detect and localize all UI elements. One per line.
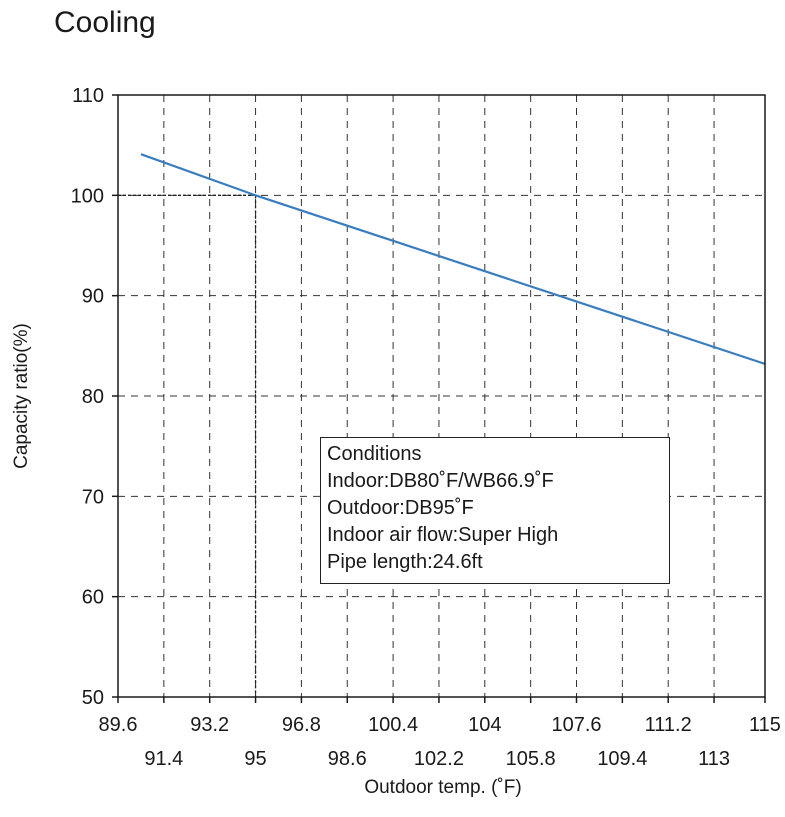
conditions-indoor: Indoor:DB80˚F/WB66.9˚F <box>327 470 554 492</box>
axis-ticks: 50 60 70 80 90 100 110 89.6 93.2 96.8 100.4 104 107.… <box>71 85 781 770</box>
x-axis-label: Outdoor temp. (˚F) <box>364 777 522 798</box>
x-tick-label: 102.2 <box>414 748 464 770</box>
conditions-airflow: Indoor air flow:Super High <box>327 524 559 546</box>
x-tick-label: 107.6 <box>551 714 601 736</box>
x-tick-label: 96.8 <box>282 714 321 736</box>
conditions-pipe-length: Pipe length:24.6ft <box>327 551 483 573</box>
x-tick-label: 113 <box>698 748 730 770</box>
x-tick-label: 93.2 <box>190 714 229 736</box>
reference-lines <box>118 194 257 697</box>
conditions-heading: Conditions <box>327 443 422 465</box>
x-tick-label: 111.2 <box>645 714 692 736</box>
y-tick-label: 60 <box>82 587 104 609</box>
x-tick-label: 104 <box>468 714 501 736</box>
chart-title: Cooling <box>54 6 156 39</box>
capacity-ratio-line <box>140 153 766 365</box>
data-series <box>140 153 766 365</box>
x-tick-label: 91.4 <box>144 748 183 770</box>
y-axis-label: Capacity ratio(%) <box>11 323 32 469</box>
x-tick-label: 95 <box>244 748 266 770</box>
y-tick-label: 90 <box>82 286 104 308</box>
x-tick-label: 98.6 <box>328 748 367 770</box>
y-tick-label: 70 <box>82 486 104 508</box>
conditions-outdoor: Outdoor:DB95˚F <box>327 497 474 519</box>
conditions-box: Conditions Indoor:DB80˚F/WB66.9˚F Outdoo… <box>320 437 670 584</box>
y-tick-label: 80 <box>82 386 104 408</box>
x-tick-label: 89.6 <box>99 714 138 736</box>
x-tick-label: 115 <box>749 714 781 736</box>
y-tick-label: 110 <box>72 85 104 107</box>
x-tick-label: 105.8 <box>506 748 556 770</box>
y-tick-label: 100 <box>71 185 104 207</box>
x-tick-label: 100.4 <box>368 714 418 736</box>
y-tick-label: 50 <box>82 687 104 709</box>
grid-lines <box>118 95 765 697</box>
x-tick-label: 109.4 <box>597 748 647 770</box>
